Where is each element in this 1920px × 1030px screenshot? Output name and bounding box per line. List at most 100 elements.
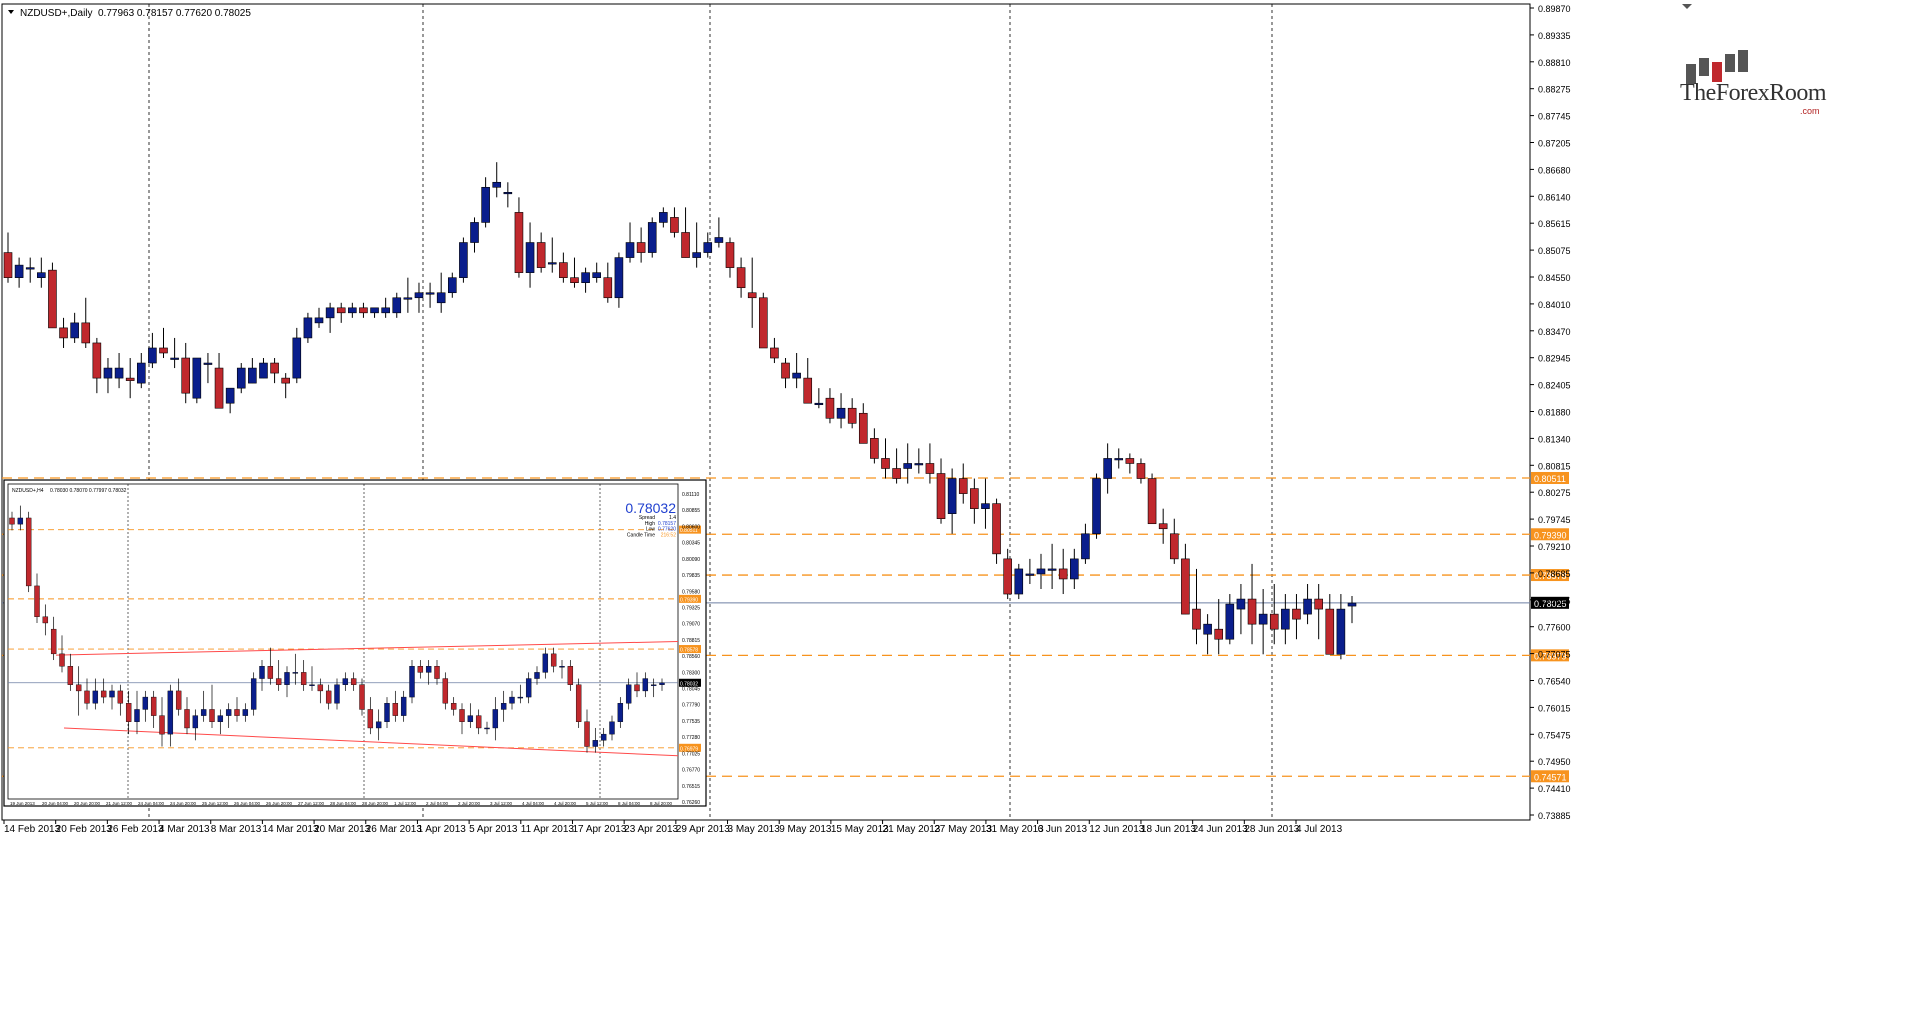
y-tick-label: 0.73885 [1538,811,1571,821]
inset-candle [625,678,632,710]
inset-level-tag [679,645,701,654]
candle-body [1292,608,1301,620]
candle-body [1092,478,1101,535]
inset-y-tick-label: 0.80600 [682,524,700,530]
x-tick-label: 14 Mar 2013 [262,824,319,835]
inset-candle-body [75,684,82,692]
candle [203,352,213,384]
candle [25,257,35,283]
price-level-tag [1531,569,1569,582]
candle [947,468,957,534]
inset-candle-body [309,684,315,686]
y-tick-label: 0.89870 [1538,4,1571,14]
candle [981,478,990,529]
candle-body [692,252,701,258]
inset-candle [375,709,382,741]
candle-body [392,297,402,314]
inset-candle-body [625,684,632,704]
candle-body [858,412,868,444]
inset-y-tick-label: 0.78815 [682,638,700,644]
candle [1281,594,1290,645]
candle-body [248,367,257,384]
candle [492,162,502,198]
inset-candle [34,573,40,623]
inset-candle-body [425,666,432,673]
candle-body [1025,573,1035,576]
candle [14,257,24,288]
y-tick-label: 0.75475 [1538,730,1571,740]
inset-candle-body [609,721,615,735]
chart-menu-triangle-icon[interactable] [8,10,14,14]
inset-candle-body [325,690,332,704]
inset-candle-body [134,709,140,722]
candle [1214,599,1224,655]
inset-candle-body [367,709,374,729]
inset-current-price-label: 0.78032 [680,681,698,687]
candle [3,232,13,283]
x-tick-label: 18 Jun 2013 [1141,824,1196,835]
candle [847,398,857,429]
logo-wordmark: TheForexRoom [1680,80,1826,106]
inset-candle-body [350,678,357,685]
inset-candle [442,672,449,710]
candle-body [1003,558,1012,595]
candle-body [214,367,224,409]
inset-candle-body [375,721,382,729]
candle [659,207,668,228]
candle-body [125,377,135,381]
candle [125,358,135,399]
candle-body [414,292,424,299]
inset-x-tick-label: 3 Jul 12:00 [490,801,513,806]
inset-candle-body [659,682,665,685]
y-tick-label: 0.85075 [1538,246,1571,256]
inset-header-ohlc: 0.78030 0.78070 0.77997 0.78032 [50,488,127,494]
inset-candle-body [267,666,274,679]
x-tick-label: 4 Jul 2013 [1296,824,1343,835]
candle-body [1181,558,1190,615]
inset-candle [584,709,590,753]
candle [1192,568,1201,645]
candle-body [1336,608,1346,655]
candle-body [636,242,646,253]
inset-candle-body [25,517,32,587]
y-tick-label: 0.80275 [1538,488,1571,498]
candle-body [625,242,635,258]
candle-body [447,277,457,294]
candle [714,217,724,248]
candle-body [1347,602,1357,607]
candle [447,272,457,298]
candle [547,237,557,273]
logo-bars-icon [1686,50,1748,84]
candle-body [1070,558,1079,580]
candle-body [1281,608,1290,630]
inset-candle [292,653,299,685]
candle [870,428,879,464]
candle-body [170,357,179,360]
candle [1125,453,1135,474]
candle [1303,583,1312,625]
inset-candle [567,660,574,691]
inset-y-tick-label: 0.79070 [682,622,700,628]
candle [381,297,390,318]
inset-candle [317,678,324,704]
candle-body [492,181,502,188]
y-tick-label: 0.80815 [1538,461,1571,471]
y-tick-label: 0.88810 [1538,58,1571,68]
inset-candle [167,684,174,747]
y-tick-label: 0.89335 [1538,31,1571,41]
inset-x-tick-label: 21 Jun 12:00 [106,801,133,806]
inset-current-price-tag [679,678,701,687]
inset-candle [492,697,499,741]
inset-candle-body [409,666,415,698]
inset-candle-body [617,703,624,722]
candle [248,358,257,384]
inset-candle-body [592,740,599,747]
candle-body [547,262,557,265]
candle-body [936,473,946,520]
candle [503,182,513,208]
candle [281,373,290,399]
inset-candle [250,672,257,716]
candle-body [1136,463,1146,479]
